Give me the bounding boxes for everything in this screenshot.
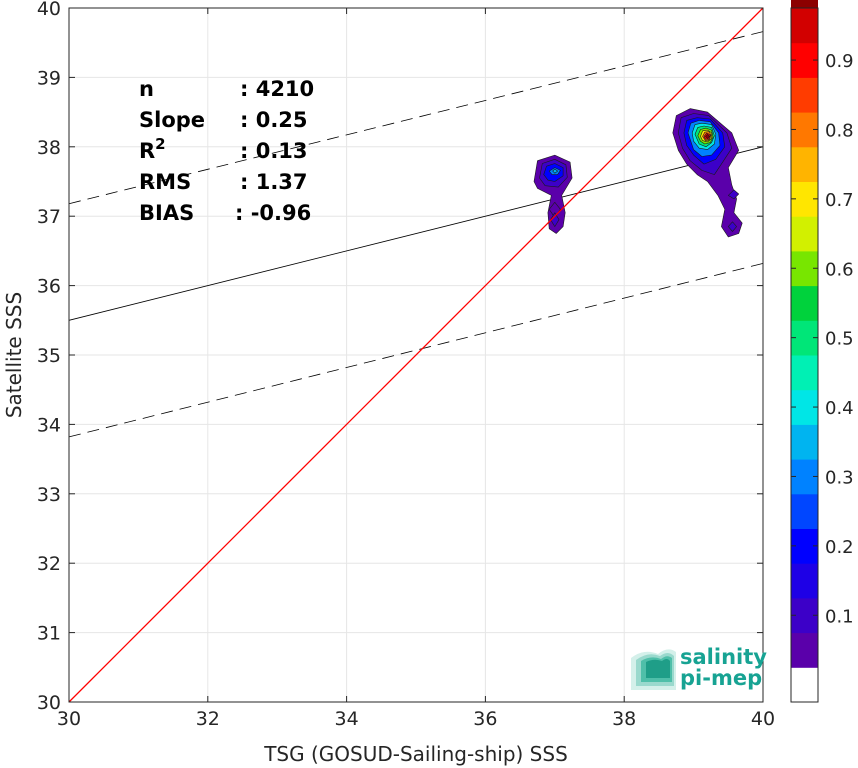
colorbar-tick-label-7: 0.8: [825, 120, 854, 141]
stat-label-0: n: [139, 77, 154, 101]
density-cluster-0-ring-6: [550, 212, 560, 227]
logo-line2: pi-mep: [680, 666, 762, 690]
y-axis-label: Satellite SSS: [2, 292, 26, 418]
fit-bound-line-0: [68, 31, 764, 205]
stat-label-3: RMS: [139, 170, 191, 194]
colorbar-segment-0: [791, 667, 818, 703]
stat-sup-2: 2: [155, 135, 165, 153]
fit-line-group: [68, 146, 764, 321]
stat-label-4: BIAS: [139, 201, 194, 225]
colorbar-tick-label-8: 0.9: [825, 51, 854, 72]
colorbar-tick-label-9: 1: [825, 0, 836, 3]
identity-line-group: [68, 7, 764, 703]
colorbar-tick-label-1: 0.2: [825, 537, 854, 558]
salinity-pi-mep-logo: salinity pi-mep: [631, 645, 767, 690]
colorbar-segment-7: [791, 424, 818, 460]
x-tick-label-1: 32: [196, 708, 220, 730]
colorbar-segment-9: [791, 355, 818, 391]
density-cluster-1-ring-12: [727, 221, 737, 232]
colorbar-tick-label-5: 0.6: [825, 259, 854, 280]
colorbar: 0.1 0.2 0.3 0.4 0.5 0.6 0.7 0.8 0.9 1: [790, 0, 854, 703]
x-tick-label-3: 36: [473, 708, 497, 730]
x-tick-label-5: 40: [751, 708, 775, 730]
density-contours: [533, 108, 743, 238]
density-cluster-1-ring-10: [705, 134, 710, 139]
y-tick-label-3: 33: [37, 484, 61, 506]
y-tick-label-9: 39: [37, 67, 61, 89]
x-tick-label-2: 34: [335, 708, 359, 730]
stat-label-1: Slope: [139, 108, 205, 132]
y-tick-labels: 30 31 32 33 34 35 36 37 38 39 40: [37, 0, 763, 714]
density-cluster-0-ring-4: [552, 168, 558, 174]
x-tick-label-0: 30: [57, 708, 81, 730]
fit-bound-line-1: [68, 263, 764, 438]
stat-value-4: : -0.96: [235, 201, 311, 225]
identity-line: [68, 7, 764, 703]
colorbar-tick-label-6: 0.7: [825, 190, 854, 211]
colorbar-segment-19: [791, 8, 818, 44]
colorbar-segment-13: [791, 216, 818, 252]
grid: [68, 7, 764, 703]
stat-value-3: : 1.37: [240, 170, 308, 194]
y-tick-label-4: 34: [37, 414, 61, 436]
x-tick-labels: 30 32 34 36 38 40: [57, 8, 775, 730]
colorbar-segment-1: [791, 632, 818, 668]
stat-value-1: : 0.25: [240, 108, 308, 132]
density-cluster-0-ring-5: [548, 202, 561, 218]
colorbar-segment-3: [791, 563, 818, 599]
stat-value-2: : 0.13: [240, 139, 308, 163]
colorbar-segment-5: [791, 493, 818, 529]
stat-value-0: : 4210: [240, 77, 314, 101]
colorbar-tick-label-0: 0.1: [825, 606, 854, 627]
y-tick-label-8: 38: [37, 137, 61, 159]
y-tick-label-5: 35: [37, 345, 61, 367]
density-cluster-1-ring-11: [727, 189, 740, 200]
colorbar-tick-label-4: 0.5: [825, 329, 854, 350]
logo-waves-icon: [631, 649, 676, 690]
colorbar-tick-label-3: 0.4: [825, 398, 854, 419]
x-tick-label-4: 38: [612, 708, 636, 730]
y-tick-label-0: 30: [37, 692, 61, 714]
y-tick-label-1: 31: [37, 623, 61, 645]
logo-line1: salinity: [680, 645, 767, 669]
fit-bounds: [68, 31, 764, 438]
colorbar-segment-17: [791, 77, 818, 113]
colorbar-segment-11: [791, 285, 818, 321]
y-tick-label-10: 40: [37, 0, 61, 20]
colorbar-tick-label-2: 0.3: [825, 467, 854, 488]
x-axis-label: TSG (GOSUD-Sailing-ship) SSS: [263, 742, 568, 766]
y-tick-label-7: 37: [37, 206, 61, 228]
colorbar-frame: [790, 7, 819, 703]
y-tick-label-6: 36: [37, 276, 61, 298]
colorbar-segment-15: [791, 146, 818, 182]
colorbar-segment-20: [791, 0, 818, 9]
fit-line: [68, 146, 764, 321]
y-tick-label-2: 32: [37, 553, 61, 575]
